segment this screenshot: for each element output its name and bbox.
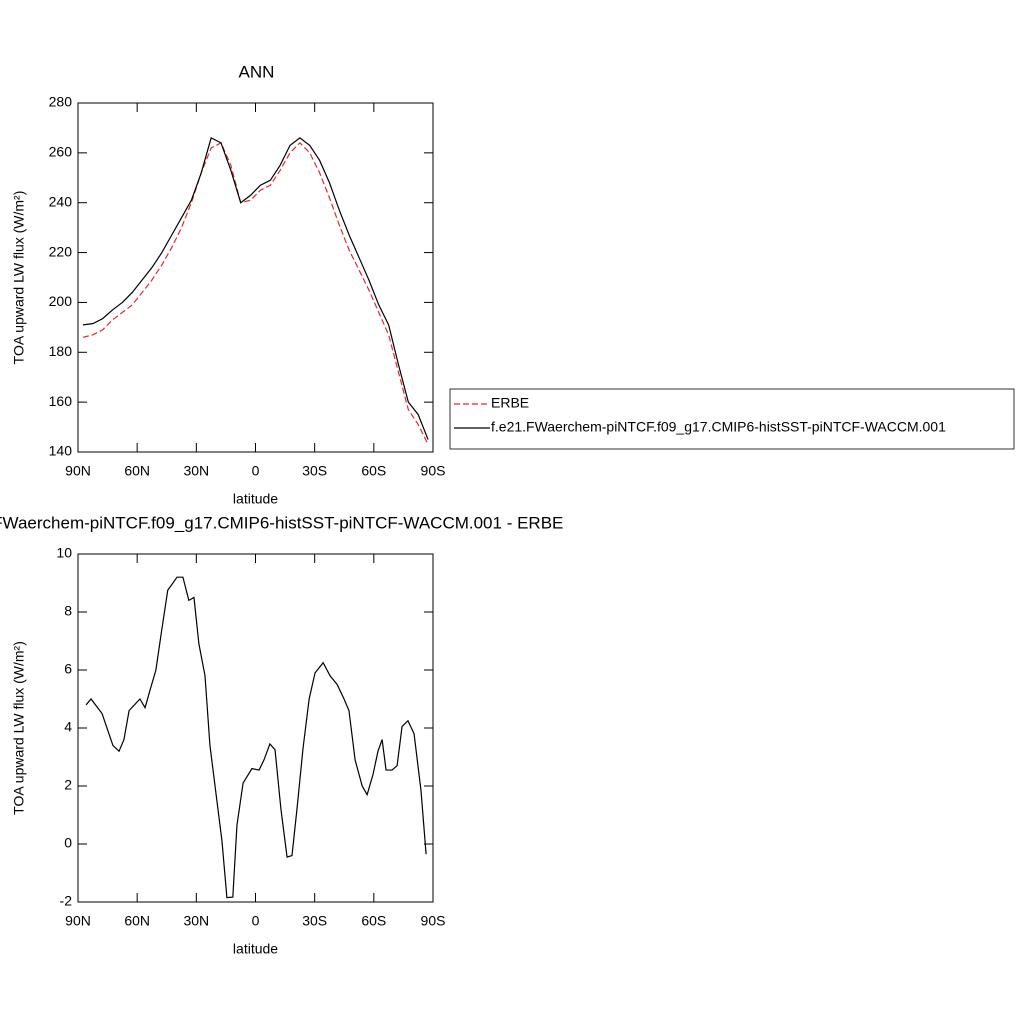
y-tick-label: 240 <box>49 193 73 209</box>
y-axis-label: TOA upward LW flux (W/m²) <box>11 191 27 365</box>
x-tick-label: 60N <box>124 463 150 479</box>
y-tick-label: 0 <box>64 835 72 851</box>
x-tick-label: 30S <box>302 913 327 929</box>
y-tick-label: 2 <box>64 777 72 793</box>
y-tick-label: -2 <box>60 893 73 909</box>
y-axis-label: TOA upward LW flux (W/m²) <box>11 641 27 815</box>
x-axis-label: latitude <box>233 941 278 957</box>
data-line <box>82 137 429 440</box>
x-tick-label: 0 <box>252 463 260 479</box>
x-tick-label: 90S <box>421 463 446 479</box>
legend-label: ERBE <box>491 395 529 411</box>
y-tick-label: 280 <box>49 94 73 110</box>
y-tick-label: 220 <box>49 243 73 259</box>
data-line <box>82 142 429 445</box>
y-tick-label: 200 <box>49 293 73 309</box>
y-tick-label: 4 <box>64 719 72 735</box>
y-tick-label: 140 <box>49 443 73 459</box>
x-tick-label: 0 <box>252 913 260 929</box>
x-tick-label: 60S <box>361 913 386 929</box>
y-tick-label: 260 <box>49 144 73 160</box>
legend: ERBE f.e21.FWaerchem-piNTCF.f09_g17.CMIP6… <box>449 388 1015 450</box>
x-tick-label: 60N <box>124 913 150 929</box>
x-tick-label: 90S <box>421 913 446 929</box>
x-tick-label: 30S <box>302 463 327 479</box>
y-tick-label: 180 <box>49 343 73 359</box>
chart-title: ANN <box>239 62 275 81</box>
y-tick-label: 160 <box>49 393 73 409</box>
plot-frame <box>77 553 434 903</box>
x-tick-label: 30N <box>183 463 209 479</box>
x-axis-label: latitude <box>233 491 278 507</box>
plot-frame <box>77 102 434 453</box>
x-tick-label: 90N <box>65 913 91 929</box>
y-tick-label: 10 <box>56 545 72 561</box>
legend-label: f.e21.FWaerchem-piNTCF.f09_g17.CMIP6-his… <box>491 419 946 435</box>
x-tick-label: 60S <box>361 463 386 479</box>
data-line <box>85 576 427 899</box>
chart-title: f.e21.FWaerchem-piNTCF.f09_g17.CMIP6-his… <box>0 513 563 532</box>
x-tick-label: 90N <box>65 463 91 479</box>
y-tick-label: 6 <box>64 661 72 677</box>
y-tick-label: 8 <box>64 603 72 619</box>
legend-box <box>449 388 1015 450</box>
x-tick-label: 30N <box>183 913 209 929</box>
